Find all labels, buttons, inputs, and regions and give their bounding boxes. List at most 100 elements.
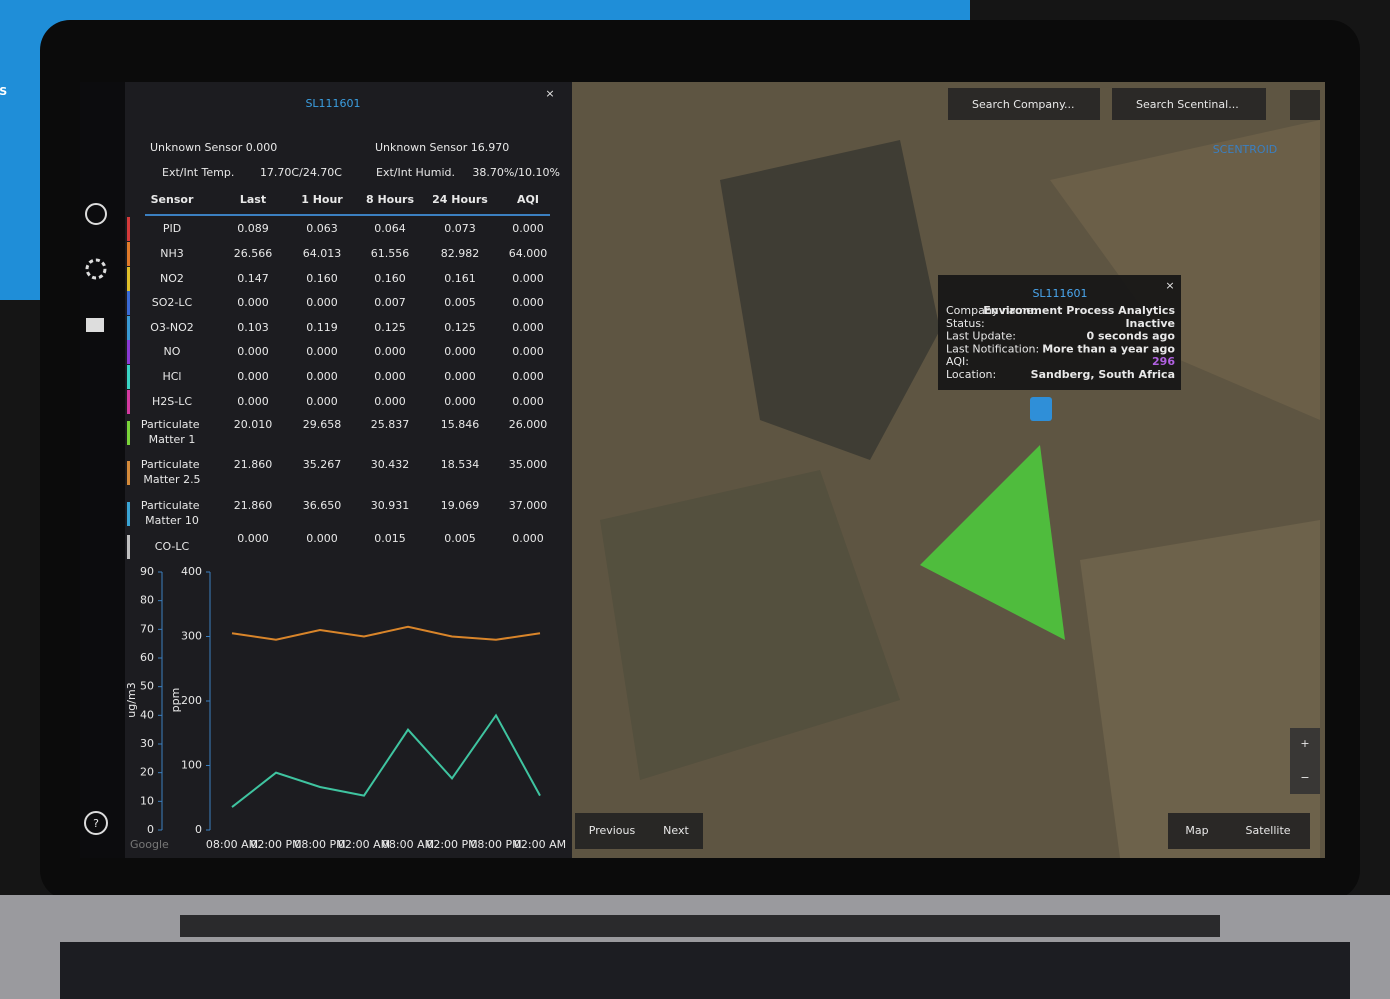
map-type-button[interactable]: Map	[1185, 824, 1208, 837]
row-color-bar	[127, 316, 130, 340]
popup-rows: Company name:Environment Process Analyti…	[946, 304, 1175, 381]
popup-close[interactable]: ×	[1165, 279, 1174, 292]
y2-tick-label: 100	[181, 759, 202, 772]
map-terrain	[1080, 520, 1320, 858]
table-cell: CO-LC	[155, 540, 190, 553]
zoom-in[interactable]: +	[1300, 737, 1309, 750]
table-cell: 29.658	[303, 418, 342, 431]
search-placeholder[interactable]: Search Company...	[972, 98, 1075, 111]
y-tick-label: 70	[140, 622, 154, 635]
table-cell: 0.000	[512, 321, 544, 334]
sensor-reading: Unknown Sensor 0.000	[150, 141, 277, 154]
table-cell: 61.556	[371, 247, 410, 260]
sensor-reading: Unknown Sensor 16.970	[375, 141, 509, 154]
table-cell: 0.000	[306, 532, 338, 545]
nav-button[interactable]: Next	[663, 824, 689, 837]
condition-value: 17.70C/24.70C	[260, 166, 342, 179]
table-cell: 0.000	[512, 532, 544, 545]
x-tick-label: 02:00 AM	[514, 838, 566, 851]
hinge	[180, 915, 1220, 937]
y2-tick-label: 300	[181, 630, 202, 643]
table-cell: 0.005	[444, 296, 476, 309]
popup-value: 0 seconds ago	[1086, 330, 1175, 343]
table-cell: 30.931	[371, 499, 410, 512]
table-cell: 35.267	[303, 458, 342, 471]
popup-value: 296	[1152, 355, 1175, 368]
table-cell: 0.000	[512, 272, 544, 285]
table-cell: 25.837	[371, 418, 410, 431]
sensor-marker[interactable]	[1030, 397, 1052, 421]
table-cell: 0.073	[444, 222, 476, 235]
table-cell: 0.161	[444, 272, 476, 285]
table-cell: 0.000	[237, 345, 269, 358]
popup-label: Last Notification:	[946, 342, 1039, 355]
table-cell: 82.982	[441, 247, 480, 260]
condition-label: Ext/Int Temp.	[162, 166, 234, 179]
popup-label: Location:	[946, 368, 996, 381]
table-cell: 0.000	[512, 222, 544, 235]
table-header: AQI	[517, 193, 539, 206]
keyboard	[60, 942, 1350, 999]
table-cell: 0.000	[237, 395, 269, 408]
table-cell: 37.000	[509, 499, 548, 512]
table-header: 8 Hours	[366, 193, 415, 206]
zoom-out[interactable]: −	[1300, 771, 1309, 784]
table-cell: PID	[163, 222, 181, 235]
table-cell: 18.534	[441, 458, 480, 471]
y-tick-label: 10	[140, 794, 154, 807]
table-cell: 15.846	[441, 418, 480, 431]
y-tick-label: 80	[140, 594, 154, 607]
table-cell: HCl	[162, 370, 181, 383]
table-cell: 35.000	[509, 458, 548, 471]
row-color-bar	[127, 535, 130, 559]
nav-button[interactable]: Previous	[589, 824, 636, 837]
row-color-bar	[127, 267, 130, 291]
table-cell: 0.000	[306, 296, 338, 309]
map-type-button[interactable]: Satellite	[1245, 824, 1290, 837]
table-header: Last	[240, 193, 266, 206]
table-cell: NO	[164, 345, 181, 358]
y-tick-label: 40	[140, 708, 154, 721]
table-header: 1 Hour	[301, 193, 343, 206]
y-tick-label: 90	[140, 565, 154, 578]
help-label[interactable]: ?	[93, 817, 99, 830]
y-tick-label: 0	[147, 823, 154, 836]
table-cell: 30.432	[371, 458, 410, 471]
table-cell: 0.007	[374, 296, 406, 309]
table-cell: 0.000	[306, 370, 338, 383]
table-cell: 0.000	[374, 370, 406, 383]
table-header: Sensor	[151, 193, 194, 206]
row-color-bar	[127, 340, 130, 364]
table-cell: 0.000	[374, 345, 406, 358]
table-cell: 21.860	[234, 458, 273, 471]
y2-tick-label: 0	[195, 823, 202, 836]
y2-axis-label: ppm	[169, 688, 182, 713]
table-cell: 0.015	[374, 532, 406, 545]
search-placeholder[interactable]: Search Scentinal...	[1136, 98, 1239, 111]
table-cell: SO2-LC	[152, 296, 193, 309]
table-cell: 20.010	[234, 418, 273, 431]
fullscreen-button[interactable]	[1290, 90, 1320, 120]
screen-photo: ? SL111601 × Unknown Sensor 0.000 Unknow…	[0, 0, 1390, 999]
sidebar	[80, 82, 125, 858]
table-cell: 0.005	[444, 532, 476, 545]
table-cell: 26.000	[509, 418, 548, 431]
logout-icon[interactable]	[86, 318, 104, 332]
table-cell: 0.103	[237, 321, 269, 334]
row-color-bar	[127, 461, 130, 485]
attribution: Google	[130, 838, 169, 851]
y-tick-label: 30	[140, 737, 154, 750]
table-cell: 0.000	[306, 395, 338, 408]
popup-value: Sandberg, South Africa	[1031, 368, 1175, 381]
row-color-bar	[127, 421, 130, 445]
popup-value: Inactive	[1125, 317, 1175, 330]
table-cell: 0.089	[237, 222, 269, 235]
table-cell: 0.160	[306, 272, 338, 285]
close-button[interactable]: ×	[545, 87, 554, 100]
table-cell: 26.566	[234, 247, 273, 260]
y-axis-label: ug/m3	[125, 682, 138, 717]
popup-value: More than a year ago	[1042, 342, 1175, 355]
table-cell: 0.000	[306, 345, 338, 358]
row-color-bar	[127, 242, 130, 266]
table-header: 24 Hours	[432, 193, 488, 206]
